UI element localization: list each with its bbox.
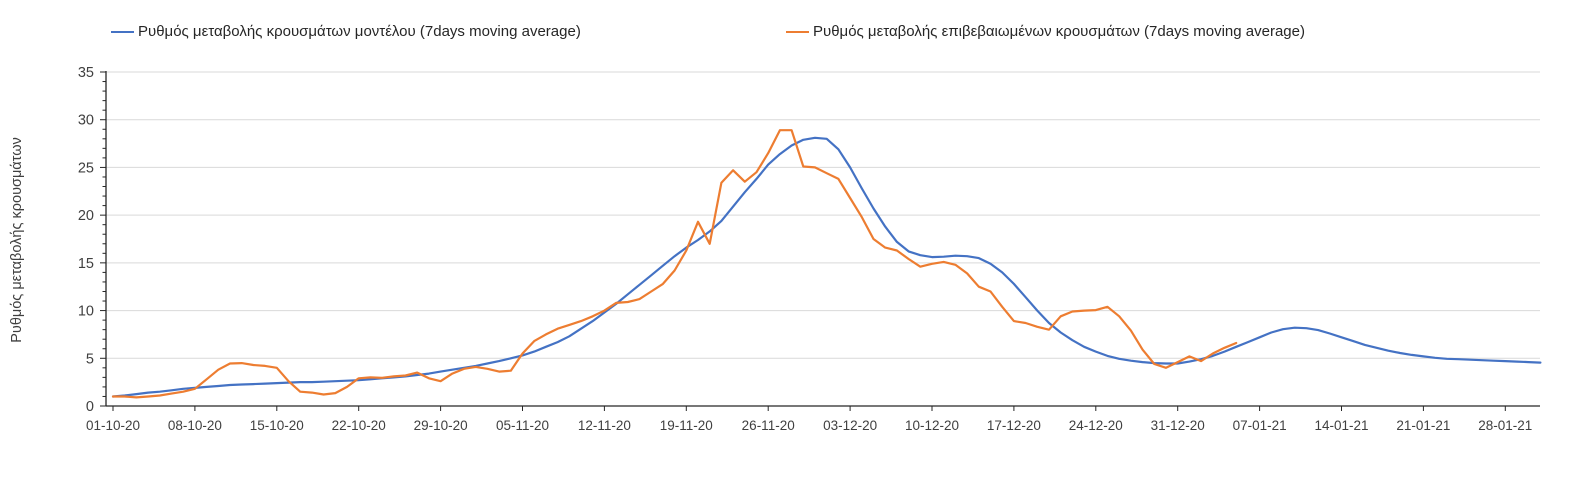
- x-tick-label-29-10-20: 29-10-20: [414, 418, 468, 433]
- y-tick-label-10: 10: [78, 304, 94, 320]
- y-tick-label-5: 5: [86, 351, 94, 367]
- y-tick-label-15: 15: [78, 256, 94, 272]
- x-tick-label-26-11-20: 26-11-20: [742, 418, 795, 433]
- x-tick-label-12-11-20: 12-11-20: [578, 418, 631, 433]
- x-tick-label-14-01-21: 14-01-21: [1314, 418, 1368, 433]
- x-tick-label-19-11-20: 19-11-20: [660, 418, 713, 433]
- x-tick-label-10-12-20: 10-12-20: [905, 418, 959, 433]
- y-tick-label-30: 30: [78, 113, 94, 129]
- x-tick-label-03-12-20: 03-12-20: [823, 418, 877, 433]
- series-line-1: [111, 129, 1238, 399]
- x-tick-label-17-12-20: 17-12-20: [987, 418, 1041, 433]
- x-tick-label-31-12-20: 31-12-20: [1151, 418, 1205, 433]
- series-line-0: [111, 136, 1542, 398]
- x-tick-label-21-01-21: 21-01-21: [1396, 418, 1450, 433]
- x-tick-label-15-10-20: 15-10-20: [250, 418, 304, 433]
- x-tick-label-24-12-20: 24-12-20: [1069, 418, 1123, 433]
- y-tick-label-0: 0: [86, 399, 94, 415]
- y-tick-label-35: 35: [78, 65, 94, 81]
- x-tick-label-22-10-20: 22-10-20: [332, 418, 386, 433]
- y-tick-label-25: 25: [78, 160, 94, 176]
- x-tick-label-05-11-20: 05-11-20: [496, 418, 549, 433]
- x-tick-label-28-01-21: 28-01-21: [1478, 418, 1532, 433]
- x-tick-label-01-10-20: 01-10-20: [86, 418, 140, 433]
- y-tick-label-20: 20: [78, 208, 94, 224]
- x-tick-label-08-10-20: 08-10-20: [168, 418, 222, 433]
- x-tick-label-07-01-21: 07-01-21: [1233, 418, 1287, 433]
